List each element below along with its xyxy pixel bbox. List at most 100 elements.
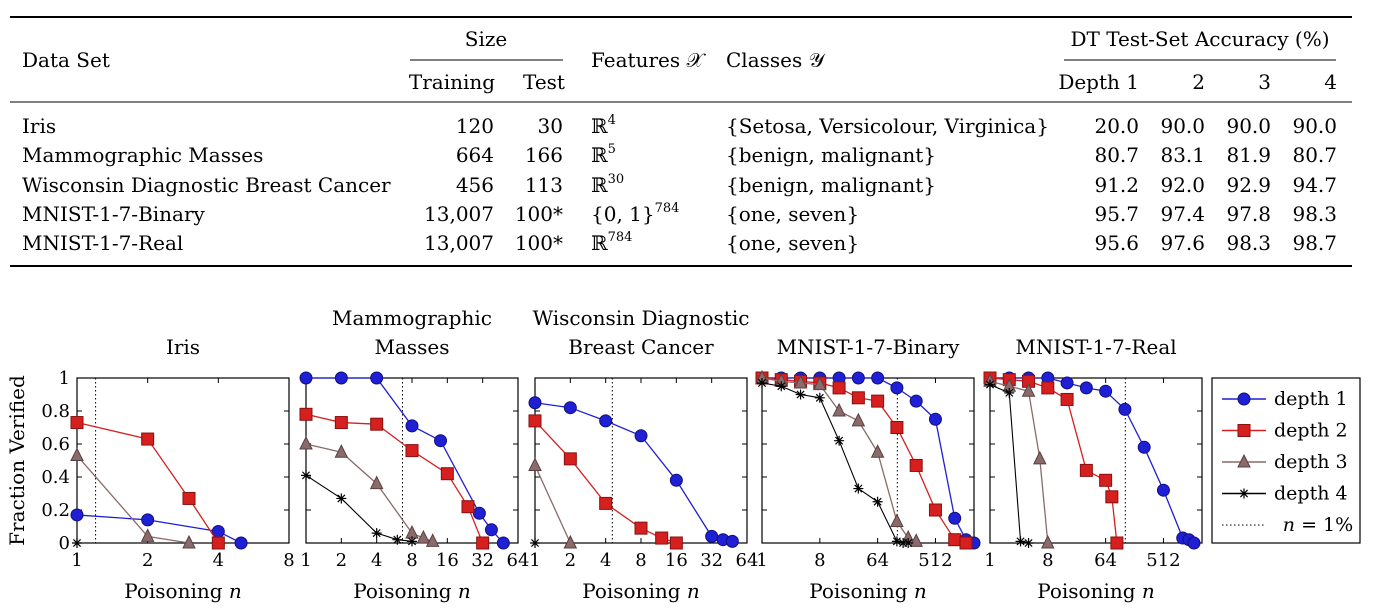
row-training: 456 [456, 173, 494, 197]
series-depth-3 [299, 435, 440, 547]
data-point [928, 412, 942, 426]
x-tick-label: 512 [918, 550, 952, 571]
series-depth-2 [528, 414, 683, 550]
data-point [814, 392, 825, 403]
header-depth-2: 2 [1192, 70, 1205, 94]
feature-exponent: 5 [608, 142, 616, 157]
x-axis-label-text: Poisoning [124, 579, 229, 603]
row-acc-3: 81.9 [1226, 143, 1271, 167]
legend-marker [1237, 392, 1251, 406]
legend-label: depth 3 [1274, 451, 1348, 473]
y-axis-label: Fraction Verified [5, 375, 29, 546]
feature-exponent: 30 [608, 172, 625, 187]
legend-marker [1237, 453, 1251, 468]
data-point [299, 407, 313, 421]
x-tick-label: 8 [1042, 550, 1053, 571]
data-point [563, 401, 577, 415]
data-point [813, 376, 827, 391]
data-point [890, 513, 904, 528]
x-tick-label: 8 [814, 550, 825, 571]
x-axis-label: Poisoning n [809, 579, 927, 603]
x-tick-label: 8 [283, 550, 294, 571]
header-depth-3: 3 [1258, 70, 1271, 94]
series-line [305, 413, 484, 544]
series-depth-2 [755, 371, 973, 550]
data-point [985, 379, 995, 390]
data-point [776, 381, 787, 392]
row-training: 120 [456, 114, 494, 138]
data-point [890, 381, 904, 395]
row-acc-1: 95.7 [1094, 202, 1139, 226]
data-point [476, 536, 490, 550]
data-point [1079, 463, 1093, 477]
data-point [871, 394, 885, 408]
data-point [1033, 450, 1047, 465]
data-point [563, 452, 577, 466]
header-depth-4: 4 [1324, 70, 1337, 94]
data-point [434, 434, 448, 448]
feature-exponent: 784 [608, 230, 633, 245]
legend-label: n = 1% [1283, 514, 1353, 536]
data-point [890, 421, 904, 434]
row-acc-4: 90.0 [1292, 114, 1337, 138]
data-point [959, 536, 973, 550]
legend: depth 1 depth 2 depth 3 depth 4 n = 1% [1211, 377, 1361, 544]
series-depth-3 [528, 457, 578, 549]
row-acc-2: 97.4 [1160, 202, 1205, 226]
x-tick-label: 2 [142, 550, 153, 571]
data-point [371, 528, 382, 539]
chart-panel: Wisconsin Diagnostic Breast Cancer 1 2 4 8 16 3… [528, 306, 758, 603]
data-point [599, 414, 613, 428]
table-row: Wisconsin Diagnostic Breast Cancer 456 1… [22, 172, 1337, 197]
data-point [334, 371, 348, 385]
series-depth-1 [299, 371, 510, 550]
row-training: 664 [456, 143, 494, 167]
legend-label-part: = [1295, 514, 1317, 536]
data-point [948, 511, 962, 525]
data-point [928, 503, 942, 517]
x-axis-label-variable: n [229, 579, 242, 603]
chart-title: Wisconsin Diagnostic [533, 306, 750, 330]
x-tick-label: 2 [565, 550, 576, 571]
data-point [484, 523, 498, 537]
row-acc-3: 97.8 [1226, 202, 1271, 226]
legend-marker [1239, 488, 1249, 499]
row-classes: {benign, malignant} [726, 173, 936, 197]
chart-panel: Iris 1 2 4 8 0 0.2 0.4 0.6 0.8 1 Poisoning n [41, 335, 294, 603]
row-features: ℝ784 [591, 230, 632, 255]
dataset-table: Data Set Size Training Test Features 𝒳 C… [10, 16, 1352, 267]
series-line [306, 377, 504, 544]
data-point [182, 534, 196, 549]
series-line [761, 382, 909, 544]
data-point [851, 391, 865, 405]
series-depth-4 [72, 538, 82, 548]
x-axis-label: Poisoning n [1037, 579, 1155, 603]
x-axis-label-text: Poisoning [809, 579, 914, 603]
data-point [140, 528, 155, 542]
feature-base: ℝ [591, 114, 608, 138]
row-acc-1: 20.0 [1094, 114, 1139, 138]
x-axis-label-variable: n [1142, 579, 1155, 603]
row-acc-3: 98.3 [1226, 231, 1271, 255]
row-acc-2: 90.0 [1160, 114, 1205, 138]
row-name: Wisconsin Diagnostic Breast Cancer [22, 173, 391, 197]
row-classes: {Setosa, Versicolour, Virginica} [726, 114, 1049, 138]
data-point [182, 491, 196, 505]
row-test: 30 [538, 114, 563, 138]
data-point [141, 513, 155, 527]
x-tick-label: 4 [371, 550, 382, 571]
series-line [76, 514, 242, 544]
header-training: Training [409, 70, 495, 94]
data-point [655, 531, 669, 545]
data-point [1099, 384, 1113, 398]
header-size: Size [465, 27, 507, 51]
data-point [496, 536, 510, 550]
row-acc-3: 90.0 [1226, 114, 1271, 138]
row-test: 166 [525, 143, 563, 167]
row-acc-3: 92.9 [1226, 173, 1271, 197]
legend-label-part: n [1283, 514, 1295, 536]
data-point [528, 414, 542, 428]
x-tick-label: 512 [1146, 550, 1180, 571]
legend-entry: depth 2 [1222, 420, 1348, 442]
x-axis-label: Poisoning n [582, 579, 700, 603]
